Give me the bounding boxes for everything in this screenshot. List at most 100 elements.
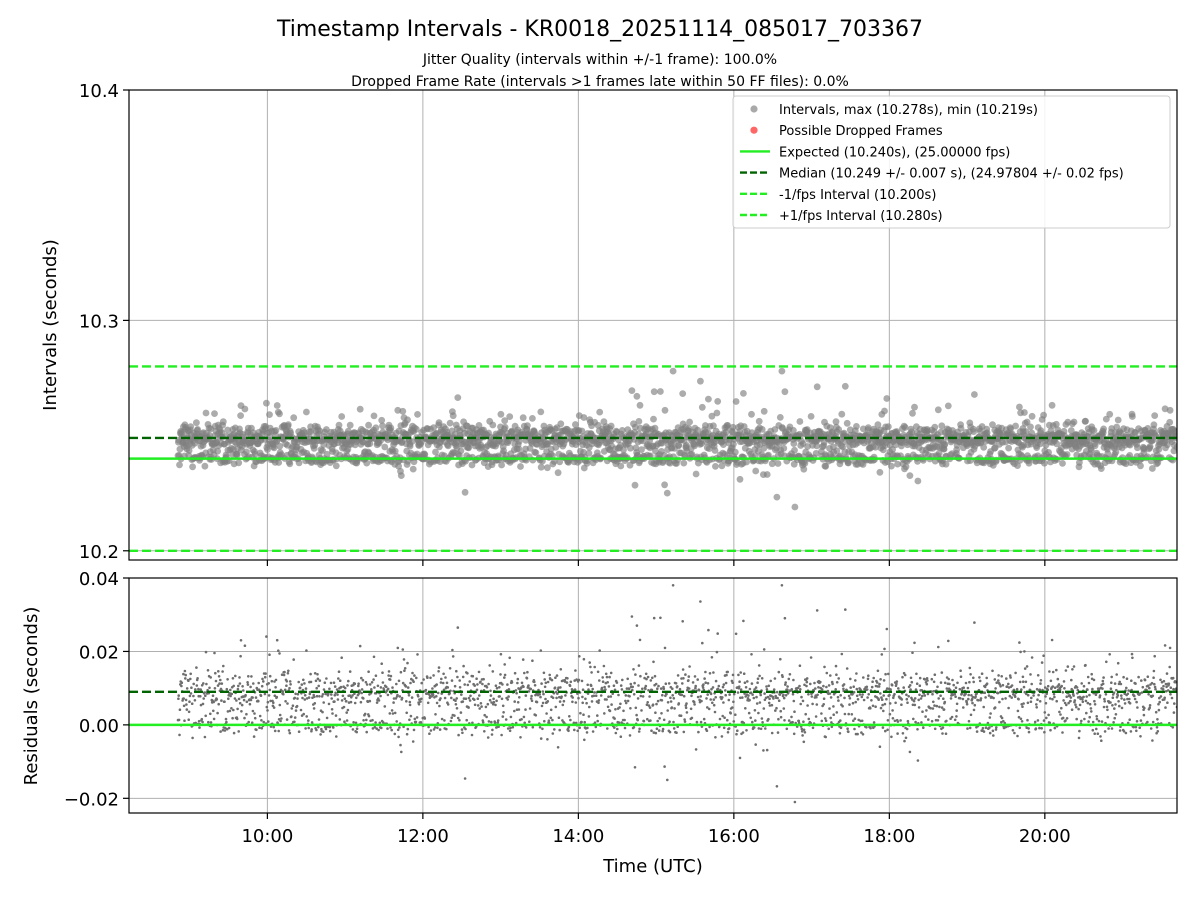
- residual-point: [415, 716, 419, 719]
- residual-point: [1022, 702, 1025, 705]
- residual-point: [398, 726, 401, 729]
- residual-point: [926, 679, 929, 682]
- residual-point: [248, 702, 252, 706]
- residual-point: [805, 677, 809, 680]
- residual-point: [199, 688, 202, 691]
- residual-point: [450, 679, 454, 682]
- residual-point: [987, 694, 991, 697]
- residual-point: [519, 736, 522, 739]
- residual-point: [229, 688, 232, 692]
- residual-point: [214, 671, 217, 675]
- residual-point: [776, 731, 780, 734]
- residual-point: [267, 682, 271, 685]
- residual-point: [182, 704, 186, 708]
- residual-point: [713, 710, 717, 714]
- residual-point: [723, 716, 726, 719]
- residual-point: [427, 725, 430, 729]
- residual-point: [885, 627, 889, 631]
- residual-point: [1058, 710, 1061, 714]
- residual-point: [609, 671, 613, 675]
- residual-point: [692, 700, 696, 704]
- interval-point: [519, 414, 527, 422]
- residual-point: [668, 730, 672, 734]
- interval-point: [1151, 412, 1159, 419]
- residual-point: [768, 697, 771, 701]
- residual-point: [566, 677, 569, 680]
- residual-point: [437, 670, 440, 673]
- interval-point: [537, 408, 545, 416]
- interval-point: [266, 433, 274, 441]
- interval-point: [679, 390, 687, 397]
- residual-point: [710, 656, 714, 659]
- residual-point: [1047, 713, 1050, 717]
- intervals-y-ticks: 10.210.310.4: [79, 81, 129, 563]
- interval-point: [1059, 460, 1066, 467]
- residual-point: [712, 703, 716, 707]
- residual-point: [930, 719, 934, 723]
- interval-point: [760, 444, 768, 452]
- residual-point: [942, 708, 946, 711]
- residual-point: [270, 679, 274, 683]
- residual-point: [411, 740, 415, 743]
- interval-point: [378, 416, 386, 424]
- residual-point: [937, 645, 940, 649]
- residual-point: [397, 679, 401, 683]
- residual-point: [251, 696, 254, 699]
- residual-point: [290, 715, 293, 718]
- residual-point: [965, 700, 968, 704]
- residual-point: [891, 709, 894, 712]
- interval-point: [409, 465, 417, 473]
- residual-point: [906, 701, 909, 704]
- residual-point: [1061, 716, 1065, 720]
- interval-point: [628, 387, 636, 394]
- residual-point: [323, 681, 327, 684]
- residual-point: [209, 721, 213, 724]
- residual-point: [300, 683, 304, 686]
- residual-point: [711, 686, 715, 689]
- legend-label: Possible Dropped Frames: [779, 124, 943, 139]
- residual-point: [994, 687, 997, 690]
- residual-point: [367, 670, 370, 673]
- residual-point: [475, 688, 479, 692]
- residual-point: [886, 719, 890, 722]
- residual-point: [912, 699, 916, 703]
- residual-point: [925, 682, 929, 686]
- residual-point: [247, 675, 250, 678]
- residual-point: [694, 748, 698, 751]
- residual-point: [925, 677, 929, 680]
- residual-point: [921, 710, 924, 713]
- residual-point: [336, 693, 339, 696]
- residual-point: [414, 720, 418, 724]
- residual-point: [1036, 719, 1040, 722]
- residual-point: [744, 707, 747, 710]
- residual-point: [351, 728, 355, 731]
- interval-point: [708, 412, 716, 420]
- residual-point: [213, 651, 216, 655]
- residual-point: [506, 698, 510, 701]
- residual-point: [516, 701, 520, 704]
- residual-point: [568, 684, 572, 688]
- residual-point: [772, 688, 776, 691]
- residual-point: [903, 739, 906, 743]
- residual-point: [327, 692, 330, 696]
- residual-point: [196, 677, 199, 680]
- interval-point: [1021, 409, 1028, 416]
- residual-point: [318, 679, 322, 682]
- residual-point: [865, 685, 869, 689]
- residual-point: [996, 691, 1000, 695]
- residual-point: [653, 674, 657, 678]
- residual-point: [973, 703, 977, 707]
- residual-point: [876, 669, 880, 673]
- residual-point: [694, 684, 697, 688]
- residual-point: [1051, 685, 1055, 688]
- residual-point: [429, 676, 432, 680]
- residual-point: [995, 681, 998, 684]
- residual-point: [390, 709, 394, 712]
- interval-point: [185, 447, 193, 454]
- residual-point: [333, 685, 337, 688]
- residual-point: [463, 683, 467, 686]
- residual-point: [739, 688, 743, 691]
- residual-point: [1030, 656, 1034, 659]
- residual-point: [830, 721, 833, 724]
- residual-point: [304, 727, 307, 730]
